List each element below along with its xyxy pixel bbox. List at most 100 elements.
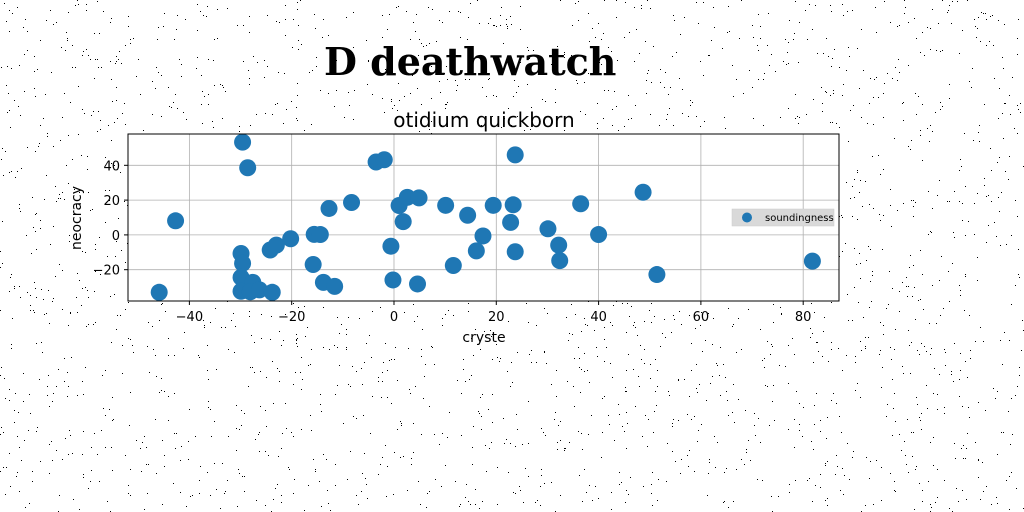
noise-speck — [486, 471, 487, 472]
noise-speck — [1018, 249, 1019, 250]
noise-speck — [66, 165, 67, 166]
noise-speck — [141, 471, 142, 472]
noise-speck — [147, 493, 148, 494]
noise-speck — [130, 339, 131, 340]
noise-speck — [40, 461, 41, 462]
noise-speck — [1, 367, 2, 368]
noise-speck — [597, 356, 598, 357]
noise-speck — [873, 504, 874, 505]
noise-speck — [788, 383, 789, 384]
noise-speck — [18, 412, 19, 413]
noise-speck — [296, 339, 297, 340]
noise-speck — [906, 286, 907, 287]
noise-speck — [579, 475, 580, 476]
noise-speck — [4, 3, 5, 4]
noise-speck — [130, 495, 131, 496]
noise-speck — [918, 96, 919, 97]
noise-speck — [320, 90, 321, 91]
noise-speck — [499, 361, 500, 362]
noise-speck — [236, 450, 237, 451]
noise-speck — [386, 496, 387, 497]
noise-speck — [222, 85, 223, 86]
noise-speck — [214, 463, 215, 464]
noise-speck — [27, 31, 28, 32]
noise-speck — [507, 28, 508, 29]
noise-speck — [617, 60, 618, 61]
noise-speck — [353, 12, 354, 13]
noise-speck — [311, 349, 312, 350]
noise-speck — [954, 343, 955, 344]
noise-speck — [604, 327, 605, 328]
noise-speck — [50, 10, 51, 11]
noise-speck — [475, 489, 476, 490]
noise-speck — [860, 278, 861, 279]
noise-speck — [727, 400, 728, 401]
noise-speck — [398, 83, 399, 84]
noise-speck — [348, 384, 349, 385]
noise-speck — [984, 104, 985, 105]
noise-speck — [673, 419, 674, 420]
noise-speck — [628, 119, 629, 120]
noise-speck — [418, 55, 419, 56]
noise-speck — [1001, 432, 1002, 433]
noise-speck — [282, 433, 283, 434]
noise-speck — [267, 15, 268, 16]
noise-speck — [128, 302, 129, 303]
noise-speck — [319, 481, 320, 482]
noise-speck — [421, 104, 422, 105]
noise-speck — [876, 460, 877, 461]
noise-speck — [372, 94, 373, 95]
noise-speck — [249, 78, 250, 79]
noise-speck — [672, 423, 673, 424]
noise-speck — [250, 125, 251, 126]
noise-speck — [15, 177, 16, 178]
noise-speck — [654, 411, 655, 412]
noise-speck — [469, 79, 470, 80]
noise-speck — [349, 105, 350, 106]
noise-speck — [710, 383, 711, 384]
noise-speck — [930, 49, 931, 50]
noise-speck — [78, 4, 79, 5]
noise-speck — [176, 29, 177, 30]
noise-speck — [281, 495, 282, 496]
noise-speck — [100, 274, 101, 275]
noise-speck — [543, 432, 544, 433]
noise-speck — [68, 12, 69, 13]
noise-speck — [241, 425, 242, 426]
noise-speck — [736, 352, 737, 353]
noise-speck — [410, 39, 411, 40]
noise-speck — [915, 93, 916, 94]
noise-speck — [924, 346, 925, 347]
data-point — [250, 281, 268, 299]
noise-speck — [794, 419, 795, 420]
noise-speck — [542, 99, 543, 100]
noise-speck — [158, 27, 159, 28]
noise-speck — [724, 472, 725, 473]
noise-speck — [369, 335, 370, 336]
noise-speck — [935, 112, 936, 113]
noise-speck — [872, 271, 873, 272]
noise-speck — [266, 426, 267, 427]
noise-speck — [475, 504, 476, 505]
noise-speck — [892, 435, 893, 436]
noise-speck — [1020, 112, 1021, 113]
noise-speck — [284, 73, 285, 74]
noise-speck — [500, 25, 501, 26]
noise-speck — [964, 133, 965, 134]
noise-speck — [825, 500, 826, 501]
noise-speck — [618, 130, 619, 131]
noise-speck — [249, 32, 250, 33]
noise-speck — [275, 488, 276, 489]
noise-speck — [415, 31, 416, 32]
noise-speck — [828, 56, 829, 57]
noise-speck — [237, 25, 238, 26]
noise-speck — [544, 351, 545, 352]
noise-speck — [544, 308, 545, 309]
noise-speck — [689, 450, 690, 451]
noise-speck — [444, 73, 445, 74]
noise-speck — [708, 55, 709, 56]
noise-speck — [644, 321, 645, 322]
noise-speck — [878, 97, 879, 98]
noise-speck — [937, 394, 938, 395]
noise-speck — [931, 232, 932, 233]
